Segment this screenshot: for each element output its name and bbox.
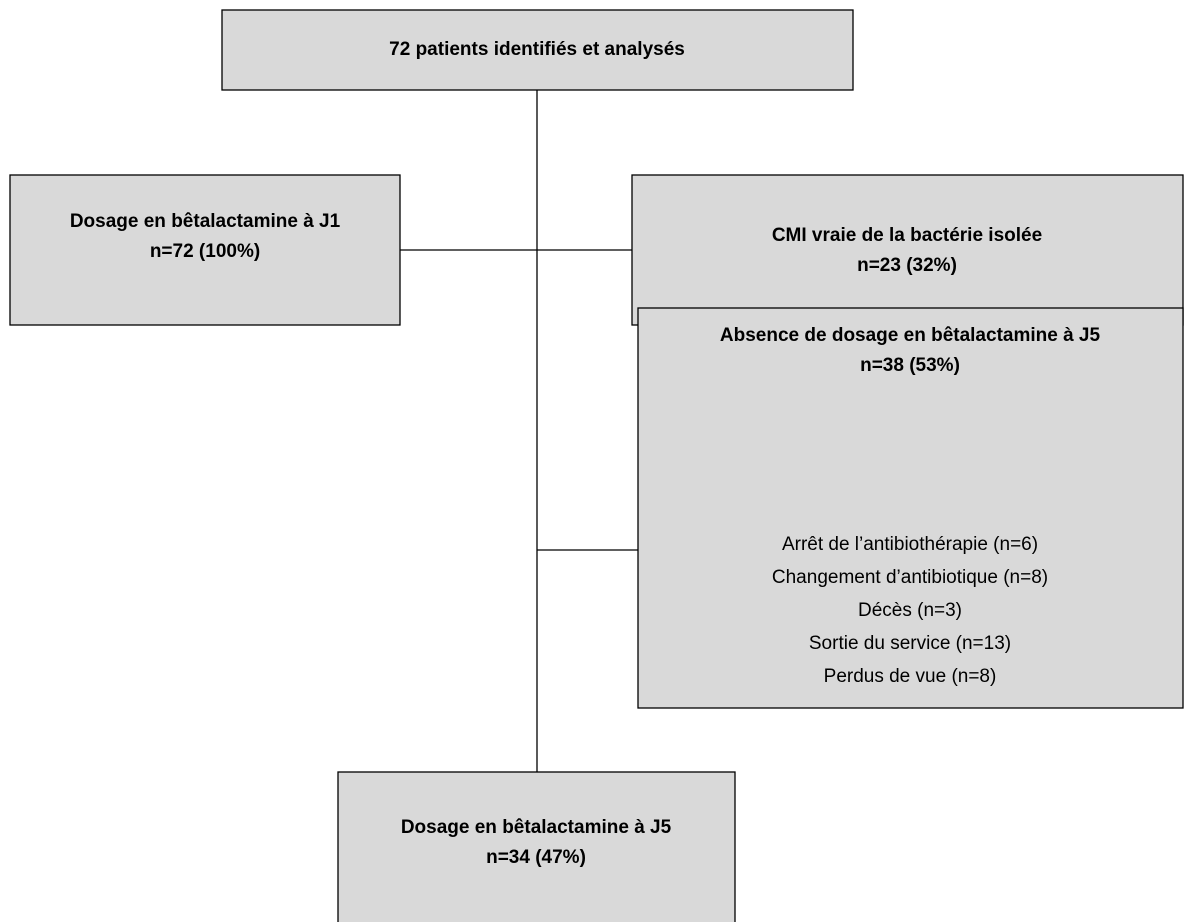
node-label: Dosage en bêtalactamine à J5 [401, 817, 672, 838]
node-item: Arrêt de l’antibiothérapie (n=6) [782, 534, 1038, 555]
node-label: n=23 (32%) [857, 255, 957, 276]
node-box [631, 174, 1184, 326]
node-item: Perdus de vue (n=8) [824, 666, 997, 687]
node-box [221, 9, 854, 91]
node-label: n=34 (47%) [486, 847, 586, 868]
node-label: Absence de dosage en bêtalactamine à J5 [720, 325, 1101, 346]
node-item: Changement d’antibiotique (n=8) [772, 567, 1048, 588]
node-label: Dosage en bêtalactamine à J1 [70, 211, 341, 232]
node-item: Décès (n=3) [858, 600, 962, 621]
node-item: Sortie du service (n=13) [809, 633, 1011, 654]
node-box [9, 174, 401, 326]
node-label: n=72 (100%) [150, 241, 260, 262]
node-box [637, 307, 1184, 709]
node-label: n=38 (53%) [860, 355, 960, 376]
node-label: CMI vraie de la bactérie isolée [772, 225, 1042, 246]
node-box [337, 771, 736, 922]
node-label: 72 patients identifiés et analysés [389, 39, 685, 60]
